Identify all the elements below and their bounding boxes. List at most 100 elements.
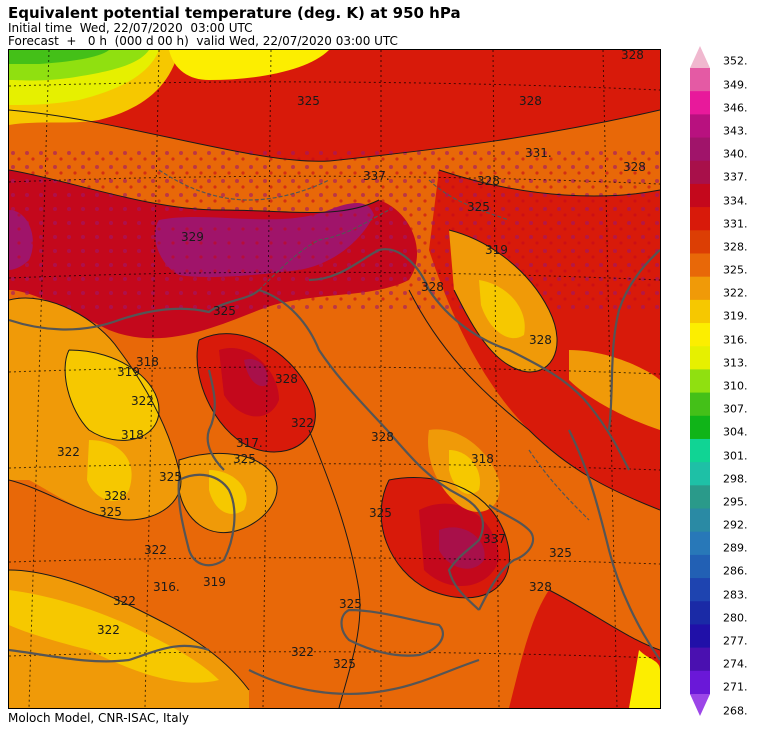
contour-label: 328 [529,333,552,347]
contour-label-layer: 328 325 328 331. 328 337. 328 325 329 319 328 325 32… [57,50,646,671]
field-316-north [169,50,329,80]
field-307-nw [9,50,109,64]
contour-label: 328 [623,160,646,174]
map-title: Equivalent potential temperature (deg. K… [8,4,461,22]
colorbar-tick-label: 292. [723,518,748,532]
colorbar-tick-label: 274. [723,657,748,671]
colorbar-tick-label: 286. [723,564,748,578]
colorbar-swatch [690,253,710,278]
colorbar-swatch [690,137,710,162]
colorbar-swatch [690,230,710,254]
contour-label: 328 [275,372,298,386]
contour-label: 322 [57,445,80,459]
colorbar-swatches [690,68,710,695]
field-319-west [65,350,159,441]
coastlines [9,248,660,695]
contour-label: 325 [99,505,122,519]
colorbar-swatch [690,647,710,672]
field-speckle [9,150,660,310]
field-328-north [9,50,660,162]
colorbar-tick-label: 313. [723,356,748,370]
colorbar-swatch [690,91,710,115]
contour-label: 329 [181,230,204,244]
field-316-south [9,590,219,683]
contour-label: 325 [339,597,362,611]
theta-e-map: 328 325 328 331. 328 337. 328 325 329 319 328 325 32… [9,50,660,708]
colorbar-tick-label: 298. [723,472,748,486]
colorbar-swatch [690,508,710,533]
contour-label: 325 [549,546,572,560]
contour-label: 317. [236,436,263,450]
colorbar-swatch [690,462,710,486]
contour-label: 322 [291,645,314,659]
field-328-se [509,590,660,708]
colorbar-swatch [690,160,710,185]
colorbar-tick-label: 337. [723,170,748,184]
colorbar-tick-label: 280. [723,611,748,625]
colorbar-tick-label: 310. [723,379,748,393]
colorbar-swatch [690,601,710,625]
field-322-east [569,350,660,430]
field-318-west [87,440,132,501]
colorbar-tick-label: 283. [723,588,748,602]
colorbar-tick-label: 289. [723,541,748,555]
contour-label: 322 [131,394,154,408]
contour-label: 325 [213,304,236,318]
colorbar-tick-label: 316. [723,333,748,347]
colorbar-tick-label: 346. [723,101,748,115]
contour-label: 325 [233,452,256,466]
colorbar-swatch [690,624,710,649]
colorbar-tick-label: 319. [723,309,748,323]
colorbar-tick-label: 325. [723,263,748,277]
contour-label: 318 [471,452,494,466]
colorbar-swatch [690,415,710,440]
contour-label: 325 [333,657,356,671]
colorbar-swatch [690,670,710,695]
contour-label: 328 [621,50,644,62]
colorbar-swatch [690,323,710,347]
contour-label: 328 [477,174,500,188]
contour-label: 319 [485,243,508,257]
contour-label: 337 [483,532,506,546]
contour-label: 318 [136,355,159,369]
map-panel: 328 325 328 331. 328 337. 328 325 329 319 328 325 32… [8,49,661,709]
contour-label: 316. [153,580,180,594]
colorbar-tick-label: 322. [723,286,748,300]
colorbar-swatch [690,531,710,556]
contour-label: 318. [121,428,148,442]
contour-label: 319 [117,365,140,379]
contour-label: 325 [297,94,320,108]
colorbar-tick-label: 328. [723,240,748,254]
colorbar-swatch [690,68,710,92]
contour-label: 322 [113,594,136,608]
borders [158,169,590,521]
colorbar-tick-label: 352. [723,54,748,68]
colorbar-tick-label: 268. [723,704,748,718]
graticule [9,50,660,708]
colorbar-swatch [690,299,710,324]
contour-label: 337. [363,169,390,183]
initial-time-label: Initial time Wed, 22/07/2020 03:00 UTC [8,21,253,35]
colorbar-tick-label: 307. [723,402,748,416]
field-334-tyrrhenian [244,359,268,387]
colorbar-swatch [690,554,710,579]
colorbar-bottom-arrow [690,694,710,716]
field-331-tyrrhenian [219,348,279,417]
colorbar-tick-label: 277. [723,634,748,648]
contour-lines [9,109,660,708]
contour-label: 328 [421,280,444,294]
colorbar-tick-label: 271. [723,680,748,694]
colorbar-swatch [690,578,710,602]
contour-label: 328. [104,489,131,503]
contour-label: 328 [371,430,394,444]
contour-label: 328 [529,580,552,594]
colorbar-swatch [690,207,710,231]
contour-label: 325 [159,470,182,484]
colorbar-tick-label: 331. [723,217,748,231]
contour-label: 325 [369,506,392,520]
colorbar-top-arrow [690,46,710,68]
contour-label: 322 [97,623,120,637]
contour-label: 331. [525,146,552,160]
colorbar-tick-label: 349. [723,78,748,92]
field-313-se [629,650,660,708]
